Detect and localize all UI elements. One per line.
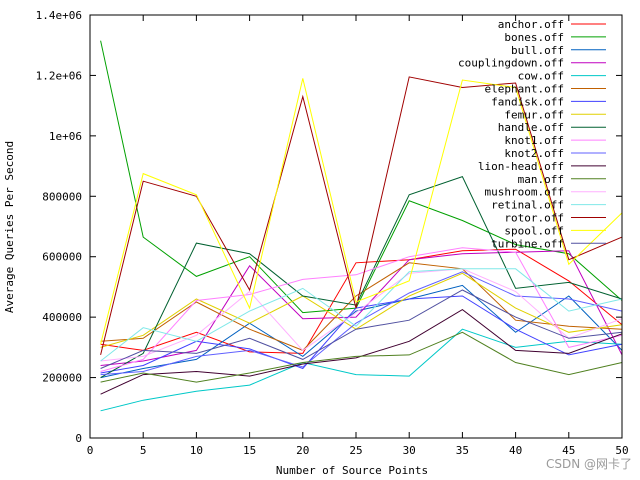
legend-label: mushroom.off <box>485 186 564 199</box>
legend-label: rotor.off <box>504 212 564 225</box>
series-line-handle <box>100 175 623 379</box>
series-line-anchor <box>100 248 623 354</box>
legend-label: cow.off <box>518 70 564 83</box>
series-line-man <box>100 331 623 383</box>
legend-label: lion-head.off <box>478 160 564 173</box>
watermark: CSDN @网卡了 <box>545 457 632 471</box>
series-line-turbine <box>100 289 623 369</box>
legend-label: anchor.off <box>498 18 564 31</box>
legend-label: bull.off <box>511 44 564 57</box>
y-tick-label: 800000 <box>42 190 82 203</box>
series-line-couplingdown <box>100 250 623 366</box>
legend: anchor.offbones.offbull.offcouplingdown.… <box>458 18 606 250</box>
legend-label: retinal.off <box>491 199 564 212</box>
x-tick-label: 5 <box>140 444 147 457</box>
legend-label: handle.off <box>498 121 564 134</box>
y-tick-label: 1.4e+06 <box>36 9 82 22</box>
y-tick-label: 1.2e+06 <box>36 69 82 82</box>
x-tick-label: 40 <box>509 444 522 457</box>
x-tick-label: 50 <box>615 444 628 457</box>
legend-label: turbine.off <box>491 237 564 250</box>
plot-lines <box>100 40 623 412</box>
legend-label: man.off <box>518 173 564 186</box>
legend-label: knot2.off <box>504 147 564 160</box>
x-tick-label: 15 <box>243 444 256 457</box>
y-tick-label: 0 <box>75 432 82 445</box>
y-tick-label: 1e+06 <box>49 130 82 143</box>
x-tick-label: 20 <box>296 444 309 457</box>
legend-label: bones.off <box>504 31 564 44</box>
series-line-bull <box>100 284 623 379</box>
y-tick-label: 600000 <box>42 251 82 264</box>
x-axis-label: Number of Source Points <box>276 464 428 477</box>
legend-label: spool.off <box>504 224 564 237</box>
x-tick-label: 30 <box>403 444 416 457</box>
legend-label: couplingdown.off <box>458 57 564 70</box>
y-axis-label: Average Queries Per Second <box>3 141 16 313</box>
x-tick-label: 25 <box>349 444 362 457</box>
series-line-cow <box>100 328 623 412</box>
series-line-elephant <box>100 262 623 351</box>
legend-label: knot1.off <box>504 134 564 147</box>
x-tick-label: 45 <box>562 444 575 457</box>
series-line-lion-head <box>100 308 623 395</box>
x-tick-label: 0 <box>87 444 94 457</box>
series-line-retinal <box>100 268 623 362</box>
axis-ticks: 0 5 10 15 20 25 30 35 40 45 50 0 200000 400000 600000 8… <box>36 9 629 457</box>
series-line-rotor <box>100 76 623 356</box>
y-tick-label: 200000 <box>42 372 82 385</box>
x-tick-label: 10 <box>190 444 203 457</box>
legend-label: elephant.off <box>485 83 564 96</box>
x-tick-label: 35 <box>456 444 469 457</box>
series-line-mushroom <box>100 268 623 362</box>
y-tick-label: 400000 <box>42 311 82 324</box>
series-line-knot1 <box>100 247 623 372</box>
series-line-knot2 <box>100 271 623 376</box>
legend-label: femur.off <box>504 108 564 121</box>
series-line-spool <box>100 78 623 345</box>
legend-label: fandisk.off <box>491 95 564 108</box>
